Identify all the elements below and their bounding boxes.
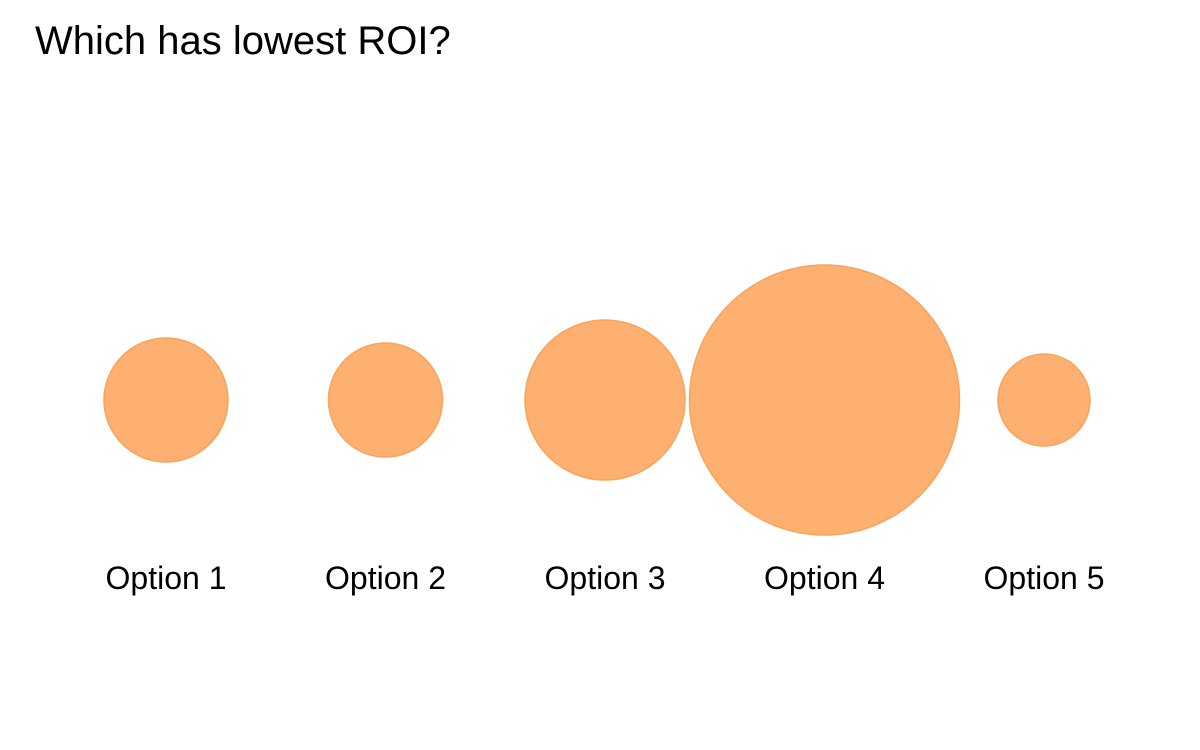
label-option-1: Option 1: [106, 560, 227, 596]
bubble-option-2: [327, 342, 444, 458]
bubble-option-1: [103, 337, 229, 463]
bubble-option-4: [688, 264, 961, 536]
label-option-3: Option 3: [545, 560, 666, 596]
bubbles-group: [103, 264, 1091, 536]
label-option-4: Option 4: [764, 560, 885, 596]
label-option-2: Option 2: [325, 560, 446, 596]
bubble-option-3: [524, 319, 686, 481]
question-title: Which has lowest ROI?: [35, 19, 451, 63]
labels-group: Option 1 Option 2 Option 3 Option 4 Option 5: [106, 560, 1105, 596]
label-option-5: Option 5: [984, 560, 1105, 596]
bubble-option-5: [997, 353, 1091, 447]
